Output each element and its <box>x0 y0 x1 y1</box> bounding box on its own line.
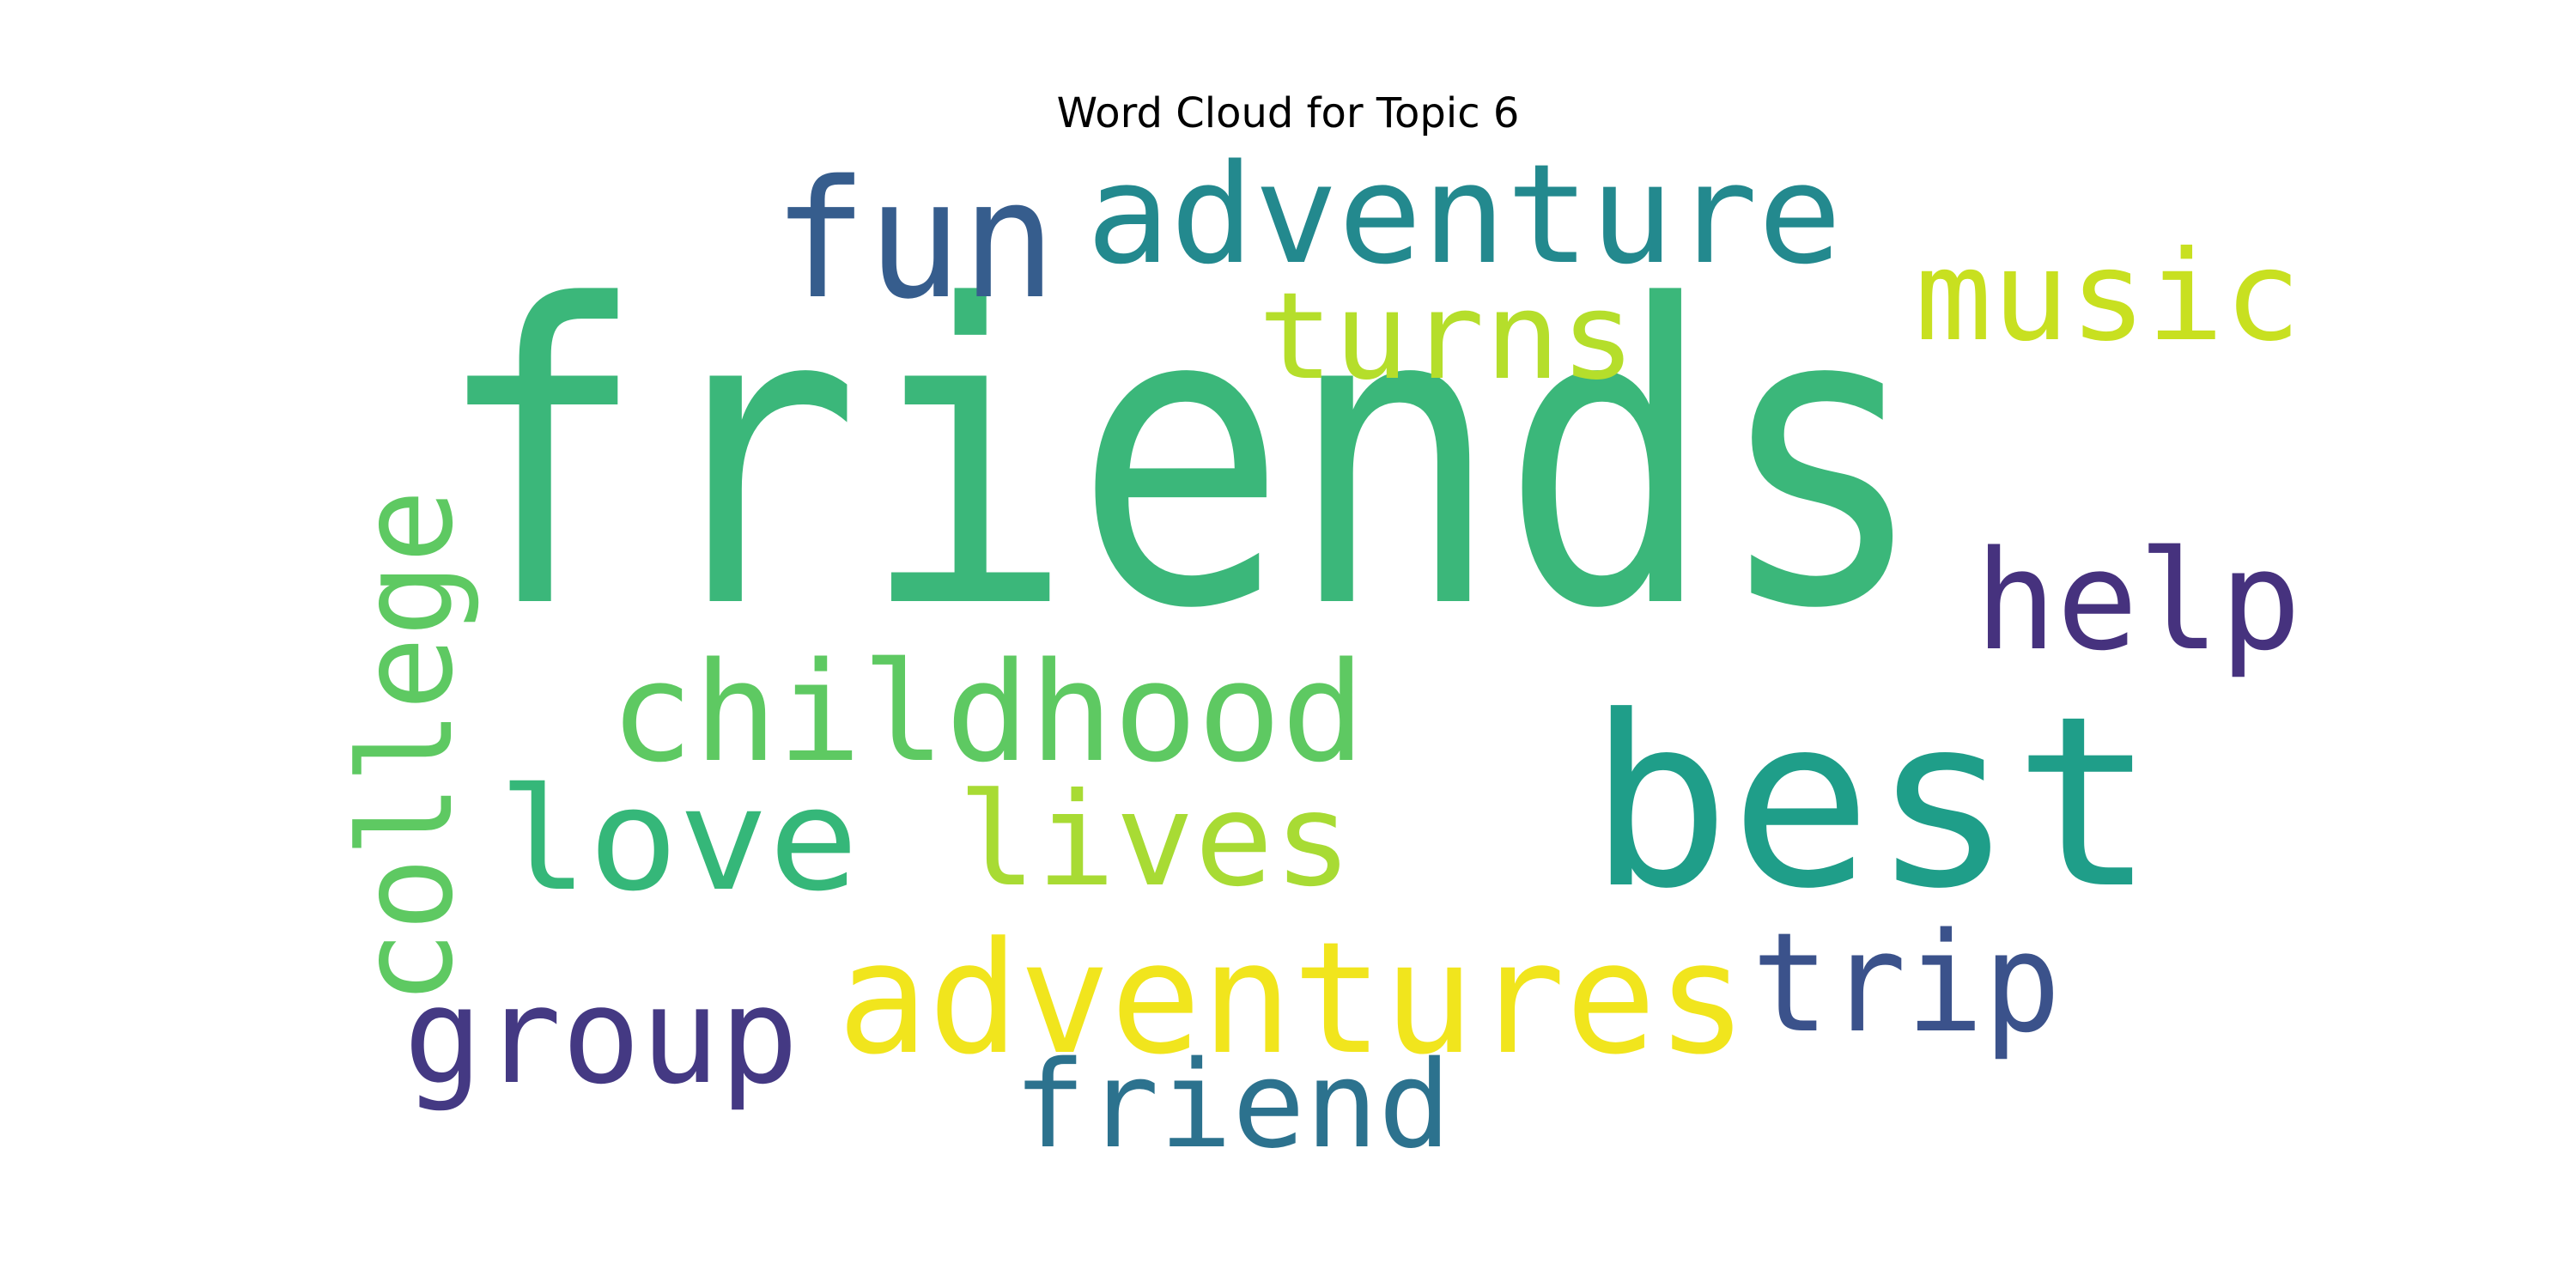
chart-title: Word Cloud for Topic 6 <box>1056 89 1520 137</box>
word-turns: turns <box>1258 267 1636 407</box>
word-adventure: adventure <box>1086 134 1842 295</box>
word-help: help <box>1975 520 2301 681</box>
word-best: best <box>1589 665 2155 940</box>
word-adventures: adventures <box>837 909 1747 1089</box>
word-group: group <box>404 958 799 1114</box>
word-college: college <box>332 489 482 1005</box>
word-music: music <box>1915 224 2301 369</box>
word-fun: fun <box>773 145 1056 335</box>
word-childhood: childhood <box>610 632 1365 793</box>
word-friend: friend <box>1013 1036 1451 1176</box>
word-trip: trip <box>1752 902 2061 1063</box>
word-friends: friends <box>434 219 1928 699</box>
word-love: love <box>498 757 859 922</box>
word-lives: lives <box>957 766 1352 915</box>
